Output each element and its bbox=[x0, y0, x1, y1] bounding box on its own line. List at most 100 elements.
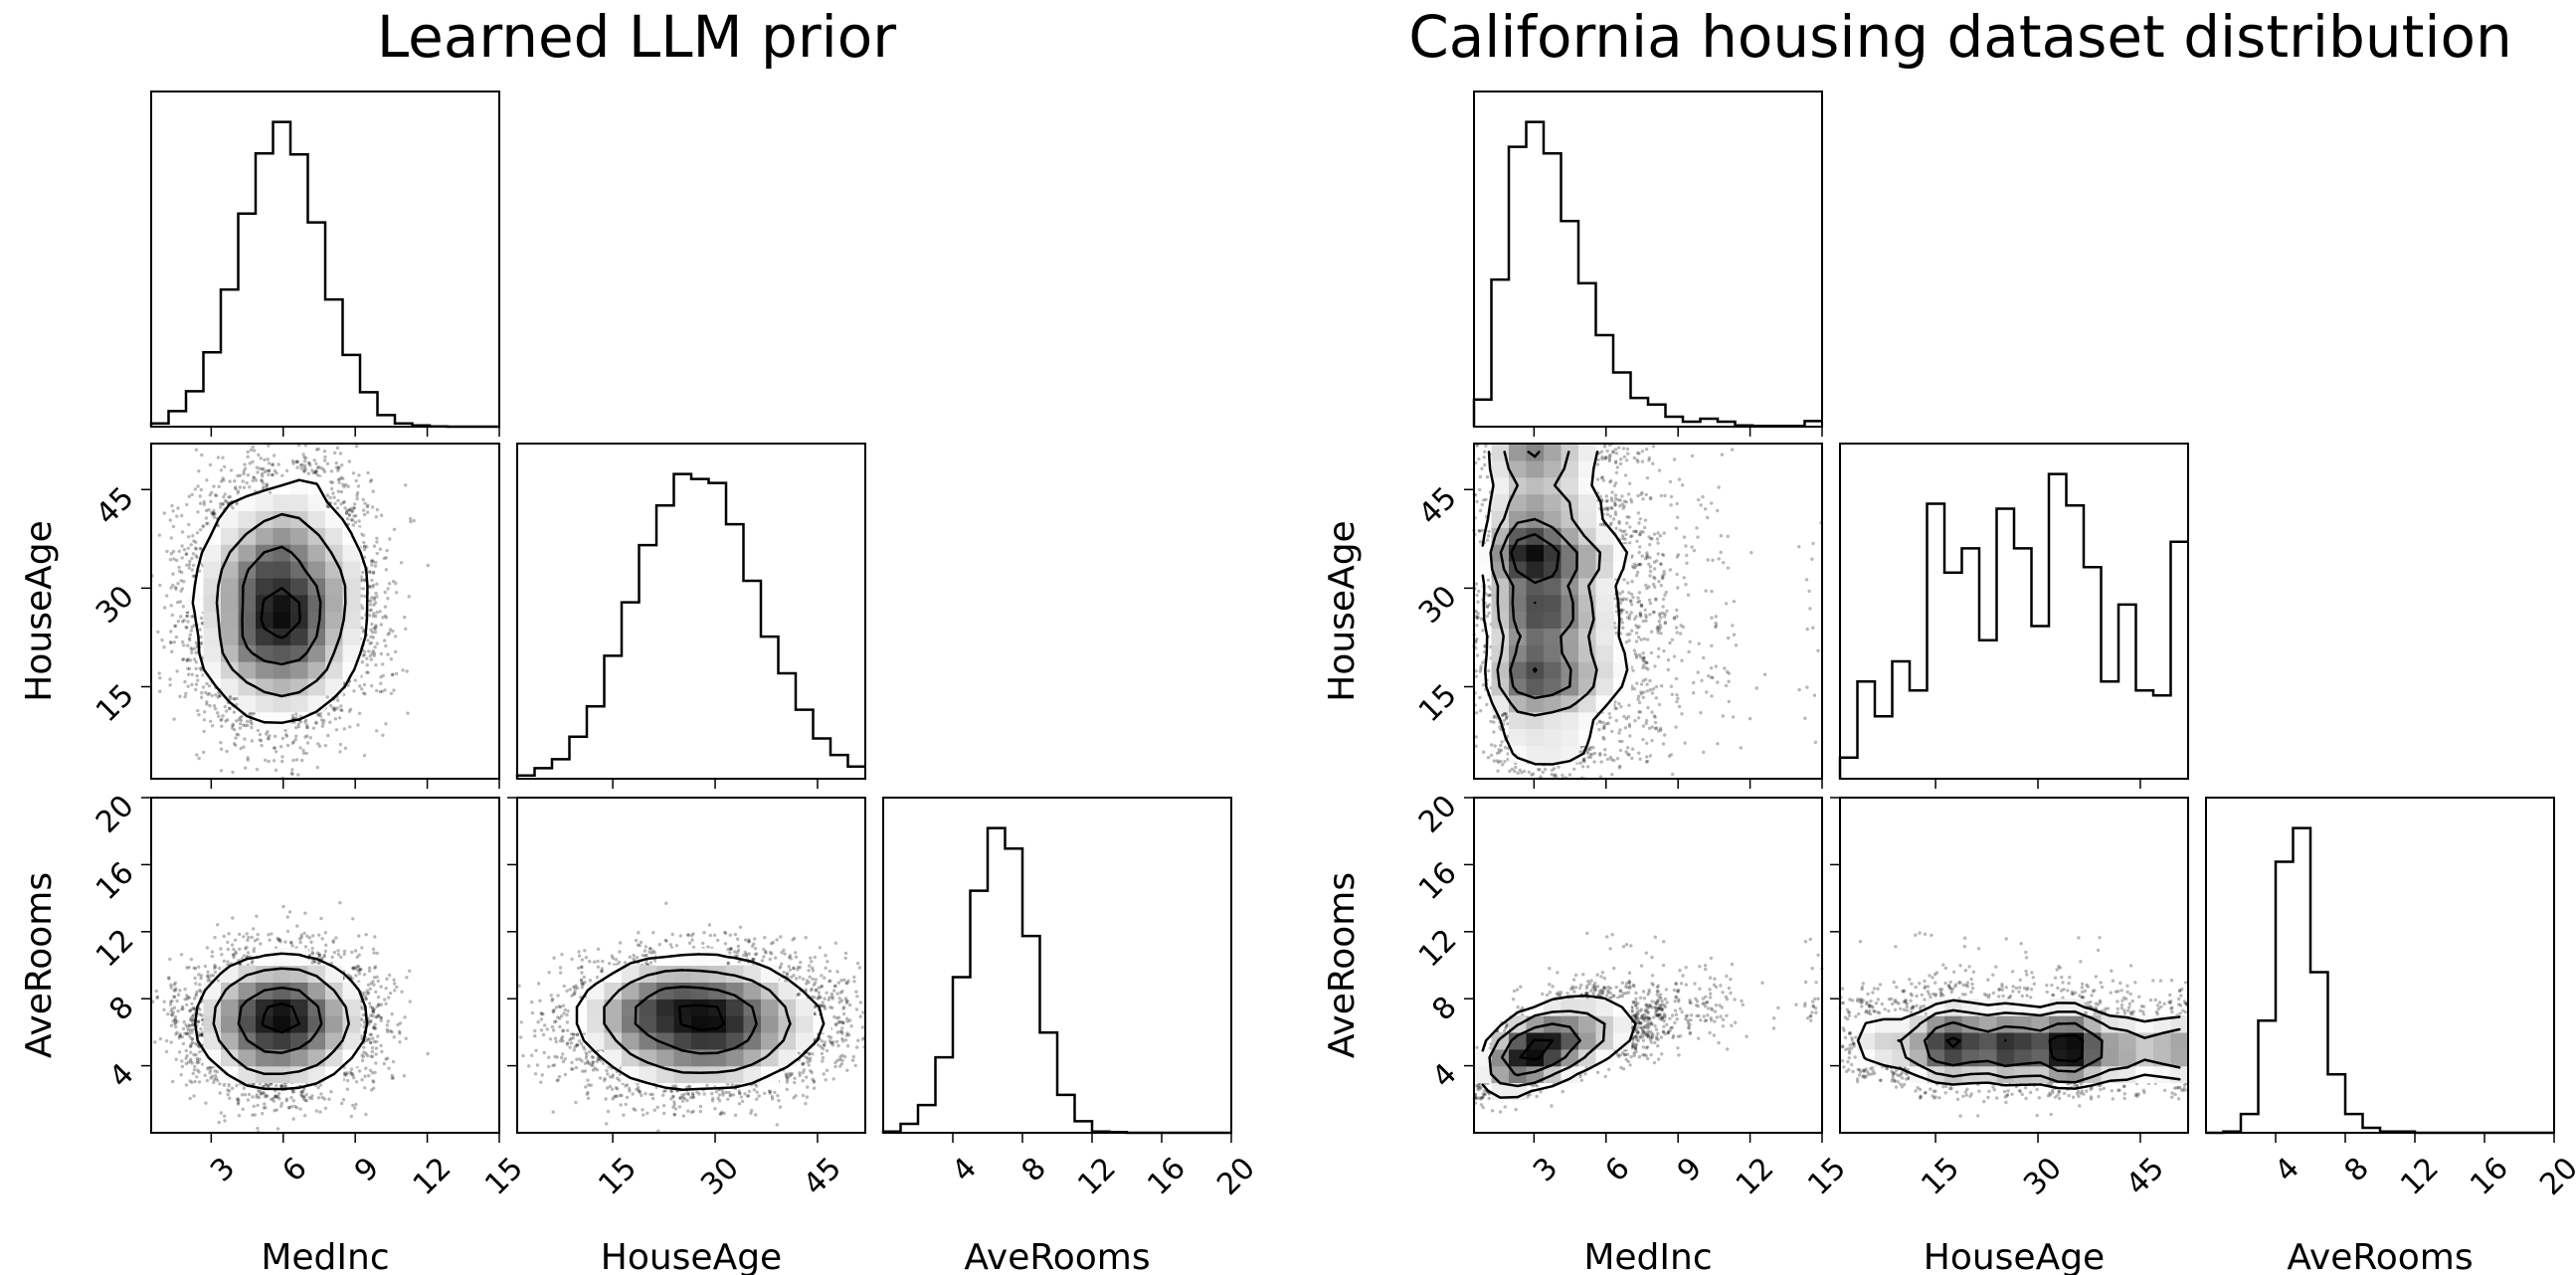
scatter-point bbox=[260, 478, 264, 482]
density-cell bbox=[273, 999, 291, 1016]
scatter-point bbox=[347, 459, 351, 463]
scatter-point bbox=[2119, 1002, 2124, 1007]
scatter-point bbox=[1592, 760, 1596, 764]
scatter-point bbox=[1726, 566, 1731, 570]
scatter-point bbox=[1628, 986, 1632, 991]
scatter-point bbox=[843, 956, 847, 960]
scatter-point bbox=[219, 747, 224, 751]
scatter-point bbox=[177, 549, 181, 553]
scatter-point bbox=[2011, 990, 2015, 994]
scatter-point bbox=[1582, 760, 1586, 764]
scatter-point bbox=[251, 1113, 255, 1117]
scatter-point bbox=[268, 490, 273, 495]
scatter-point bbox=[385, 1023, 390, 1027]
scatter-point bbox=[1623, 473, 1628, 477]
scatter-point bbox=[375, 611, 379, 615]
scatter-point bbox=[185, 1031, 189, 1036]
scatter-point bbox=[576, 966, 581, 971]
scatter-point bbox=[354, 974, 358, 978]
scatter-point bbox=[178, 1033, 182, 1038]
scatter-point bbox=[583, 1061, 588, 1066]
scatter-point bbox=[160, 638, 164, 642]
scatter-point bbox=[740, 1099, 745, 1104]
scatter-point bbox=[383, 998, 387, 1002]
scatter-point bbox=[552, 1007, 556, 1012]
scatter-point bbox=[2006, 1089, 2010, 1093]
scatter-point bbox=[672, 1100, 676, 1104]
scatter-point bbox=[595, 1068, 600, 1072]
scatter-point bbox=[593, 1066, 597, 1070]
scatter-point bbox=[559, 1055, 564, 1060]
scatter-point bbox=[1885, 1067, 1890, 1071]
scatter-point bbox=[350, 508, 354, 513]
scatter-point bbox=[615, 1094, 619, 1099]
scatter-point bbox=[1631, 595, 1635, 600]
scatter-point bbox=[168, 683, 172, 687]
scatter-point bbox=[1948, 980, 1952, 985]
scatter-point bbox=[835, 992, 839, 996]
scatter-point bbox=[194, 640, 199, 644]
scatter-point bbox=[846, 979, 850, 983]
scatter-point bbox=[1663, 621, 1668, 625]
scatter-point bbox=[199, 635, 203, 639]
scatter-point bbox=[154, 989, 158, 994]
scatter-point bbox=[255, 1095, 259, 1099]
scatter-point bbox=[342, 949, 347, 954]
scatter-point bbox=[1638, 545, 1642, 549]
scatter-point bbox=[346, 484, 350, 488]
y-tick-label: 30 bbox=[90, 579, 141, 631]
scatter-point bbox=[834, 1016, 839, 1020]
scatter-point bbox=[175, 999, 179, 1003]
scatter-point bbox=[618, 941, 623, 945]
scatter-point bbox=[2102, 1086, 2106, 1091]
histogram-step-line bbox=[2206, 826, 2554, 1135]
scatter-point bbox=[2080, 996, 2085, 1000]
scatter-point bbox=[279, 745, 283, 749]
scatter-point bbox=[1635, 539, 1639, 543]
scatter-point bbox=[236, 1097, 240, 1101]
density-cell bbox=[256, 711, 275, 730]
scatter-point bbox=[1893, 1007, 1898, 1011]
scatter-point bbox=[354, 445, 359, 449]
density-cell bbox=[342, 611, 361, 629]
scatter-point bbox=[1840, 987, 1845, 991]
scatter-point bbox=[173, 1020, 178, 1025]
scatter-point bbox=[352, 502, 357, 506]
scatter-point bbox=[1840, 1059, 1845, 1063]
scatter-point bbox=[1597, 727, 1601, 732]
scatter-point bbox=[1632, 984, 1636, 989]
scatter-point bbox=[584, 1085, 588, 1089]
scatter-point bbox=[379, 1015, 383, 1019]
scatter-point bbox=[1689, 1001, 1693, 1005]
scatter-point bbox=[2125, 984, 2129, 988]
scatter-point bbox=[188, 1017, 193, 1022]
scatter-point bbox=[198, 983, 202, 987]
scatter-point bbox=[527, 1064, 531, 1068]
scatter-point bbox=[1811, 541, 1815, 546]
scatter-point bbox=[372, 951, 376, 955]
scatter-point bbox=[2045, 990, 2049, 995]
scatter-point bbox=[847, 1033, 851, 1037]
scatter-point bbox=[276, 937, 281, 941]
scatter-point bbox=[374, 663, 378, 667]
scatter-point bbox=[274, 768, 278, 773]
scatter-point bbox=[736, 948, 741, 952]
scatter-point bbox=[1506, 722, 1510, 726]
scatter-point bbox=[1647, 455, 1652, 460]
scatter-point bbox=[271, 462, 275, 467]
scatter-point bbox=[1714, 1003, 1719, 1007]
scatter-point bbox=[563, 1007, 567, 1012]
scatter-point bbox=[1621, 536, 1625, 540]
scatter-point bbox=[1857, 1068, 1862, 1072]
scatter-point bbox=[1609, 505, 1613, 510]
scatter-point bbox=[755, 1084, 759, 1088]
scatter-point bbox=[1643, 677, 1648, 681]
scatter-point bbox=[1585, 749, 1590, 753]
scatter-point bbox=[847, 1018, 852, 1022]
scatter-point bbox=[1702, 655, 1706, 660]
scatter-point bbox=[1500, 713, 1505, 717]
scatter-point bbox=[271, 472, 275, 477]
scatter-point bbox=[779, 935, 783, 939]
scatter-point bbox=[1632, 566, 1636, 570]
scatter-point bbox=[195, 531, 200, 535]
